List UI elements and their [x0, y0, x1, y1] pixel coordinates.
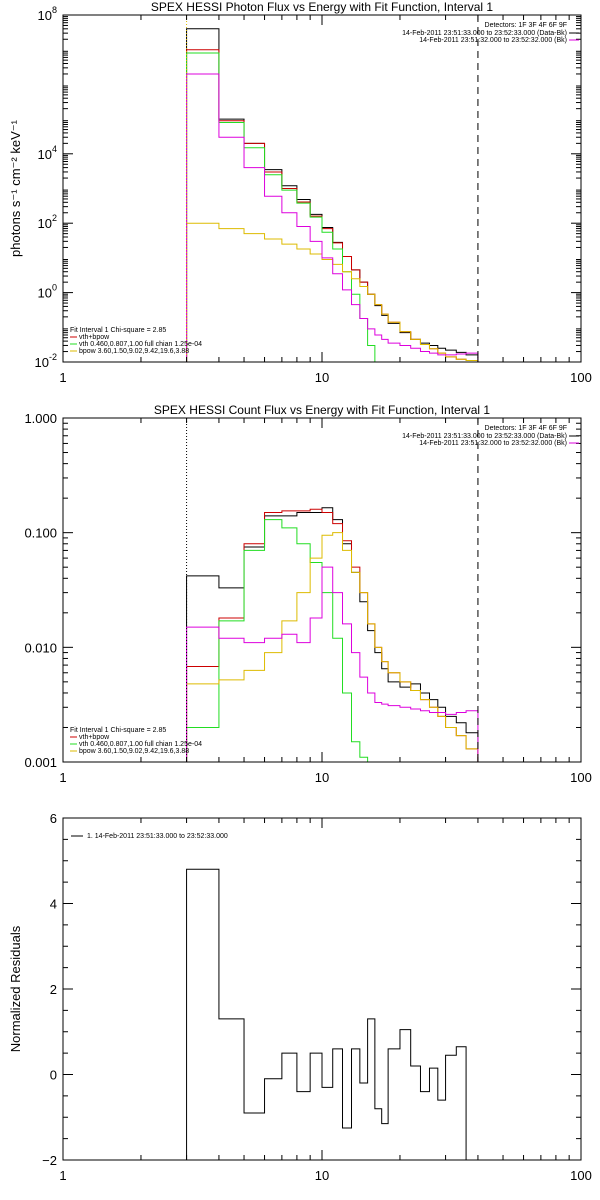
legend-entry: vth+bpow — [79, 734, 110, 741]
y-tick-label: 1.000 — [24, 411, 57, 426]
y-tick-label: 102 — [38, 213, 57, 231]
chart-panel-3: Normalized Residuals 1 10 100 −2 0 2 4 6 1. 14-Fe… — [8, 811, 592, 1183]
series-data — [186, 28, 479, 362]
series-bk — [186, 73, 479, 362]
y-axis-label: photons s⁻¹ cm⁻² keV⁻¹ — [8, 119, 23, 257]
x-tick-label: 100 — [570, 370, 592, 385]
y-tick-label: 4 — [50, 897, 57, 912]
series-data — [186, 507, 479, 762]
x-tick-label: 100 — [570, 770, 592, 785]
legend-entry: 14-Feb-2011 23:51:32.000 to 23:52:32.000… — [419, 37, 567, 44]
x-tick-label: 1 — [59, 1168, 66, 1183]
series-bpow — [186, 222, 479, 362]
series-total — [186, 49, 479, 362]
chart-title: SPEX HESSI Count Flux vs Energy with Fit… — [154, 403, 490, 417]
y-tick-label: 0.001 — [24, 755, 57, 770]
y-tick-label: 104 — [38, 144, 57, 162]
legend-entry: 1. 14-Feb-2011 23:51:33.000 to 23:52:33.… — [87, 833, 228, 840]
legend-fit-header: Fit Interval 1 Chi-square = 2.85 — [70, 327, 166, 334]
legend-entry: vth+bpow — [79, 334, 110, 341]
legend-entry: vth 0.460,0.807,1.00 full chian 1.25e-04 — [79, 341, 202, 348]
x-tick-label: 10 — [315, 770, 329, 785]
legend-entry: vth 0.460,0.807,1.00 full chian 1.25e-04 — [79, 741, 202, 748]
legend-fit-header: Fit Interval 1 Chi-square = 2.85 — [70, 727, 166, 734]
y-tick-label: 0.010 — [24, 640, 57, 655]
chart-title: SPEX HESSI Photon Flux vs Energy with Fi… — [151, 0, 493, 14]
y-tick-label: 10-2 — [35, 352, 57, 370]
y-tick-label: 6 — [50, 811, 57, 826]
y-axis-label: Normalized Residuals — [8, 925, 23, 1052]
series-bpow — [186, 532, 479, 762]
chart-panel-2: SPEX HESSI Count Flux vs Energy with Fit… — [24, 403, 592, 785]
legend-entry: 14-Feb-2011 23:51:33.000 to 23:52:33.000… — [402, 433, 567, 440]
y-tick-label: 100 — [38, 283, 57, 301]
chart-panel-1: SPEX HESSI Photon Flux vs Energy with Fi… — [8, 0, 592, 385]
legend-detectors: Detectors: 1F 3F 4F 6F 9F — [485, 22, 567, 29]
y-tick-label: 2 — [50, 982, 57, 997]
x-tick-label: 10 — [315, 370, 329, 385]
y-tick-label: 108 — [38, 5, 57, 23]
series-group — [186, 28, 479, 362]
y-tick-label: 0.100 — [24, 526, 57, 541]
legend-detectors: Detectors: 1F 3F 4F 6F 9F — [485, 425, 567, 432]
series-bk — [186, 566, 479, 762]
series-vth — [186, 52, 376, 362]
x-tick-label: 1 — [59, 770, 66, 785]
legend-entry: 14-Feb-2011 23:51:32.000 to 23:52:32.000… — [419, 440, 567, 447]
x-tick-label: 1 — [59, 370, 66, 385]
x-tick-label: 100 — [570, 1168, 592, 1183]
y-tick-label: −2 — [42, 1153, 57, 1168]
series-vth — [186, 519, 369, 762]
series-total — [186, 508, 479, 762]
series-data — [186, 868, 467, 1160]
legend-entry: bpow 3.60,1.50,9.02,9.42,19.6,3.88 — [79, 748, 189, 755]
series-group — [186, 868, 467, 1160]
y-tick-label: 0 — [50, 1068, 57, 1083]
x-tick-label: 10 — [315, 1168, 329, 1183]
legend-entry: 14-Feb-2011 23:51:33.000 to 23:52:33.000… — [402, 30, 567, 37]
plot-frame — [62, 817, 582, 1161]
series-group — [186, 507, 479, 762]
plot-frame — [62, 14, 582, 363]
legend-entry: bpow 3.60,1.50,9.02,9.42,19.6,3.88 — [79, 348, 189, 355]
